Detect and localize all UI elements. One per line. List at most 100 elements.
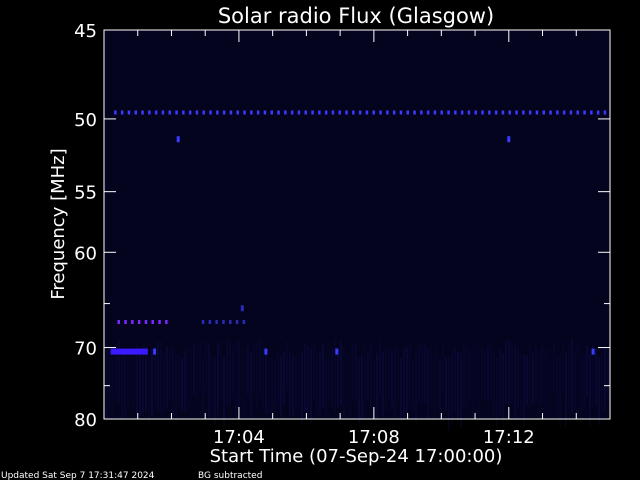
noise-stripe (406, 346, 408, 414)
noise-stripe (187, 345, 189, 411)
noise-stripe (160, 341, 162, 414)
noise-stripe (589, 353, 591, 427)
emission-dash (297, 110, 301, 115)
noise-stripe (541, 346, 543, 405)
emission-dash (358, 110, 362, 115)
noise-stripe (514, 345, 516, 419)
emission-dash (209, 110, 212, 115)
emission-dash (433, 110, 437, 115)
y-tick-label: 80 (74, 410, 97, 431)
noise-stripe (271, 357, 273, 415)
noise-stripe (421, 344, 423, 405)
noise-stripe (604, 346, 606, 411)
noise-stripe (439, 358, 441, 411)
noise-stripe (247, 346, 249, 397)
emission-dash (131, 320, 134, 324)
noise-stripe (352, 343, 354, 400)
emission-dash (562, 110, 566, 115)
noise-stripe (433, 351, 435, 423)
emission-dash (365, 110, 369, 115)
noise-stripe (598, 357, 600, 426)
noise-stripe (139, 348, 141, 417)
noise-stripe (154, 347, 156, 403)
noise-stripe (478, 345, 480, 418)
noise-stripe (349, 350, 351, 417)
noise-stripe (193, 344, 195, 395)
emission-dash (127, 110, 131, 115)
updated-timestamp: Updated Sat Sep 7 17:31:47 2024 (1, 471, 155, 480)
noise-stripe (457, 351, 459, 422)
emission-dash (117, 320, 120, 324)
noise-stripe (424, 343, 426, 403)
x-tick-label: 17:12 (483, 427, 535, 448)
emission-dot (240, 305, 244, 312)
emission-dash (201, 320, 205, 324)
noise-stripe (238, 340, 240, 405)
noise-stripe (361, 355, 363, 419)
emission-dash (603, 110, 607, 115)
noise-stripe (520, 354, 522, 419)
noise-stripe (556, 353, 558, 412)
emission-dash (352, 110, 355, 115)
noise-stripe (358, 358, 360, 423)
noise-stripe (199, 341, 201, 391)
y-tick-label: 50 (74, 110, 97, 131)
emission-dash (331, 110, 335, 115)
noise-stripe (562, 339, 564, 395)
noise-stripe (268, 357, 270, 415)
noise-stripe (574, 350, 576, 410)
noise-stripe (445, 356, 447, 412)
noise-stripe (286, 340, 288, 391)
noise-stripe (115, 344, 117, 400)
emission-dash (596, 110, 600, 115)
noise-stripe (211, 353, 213, 410)
emission-dash (413, 110, 416, 115)
noise-stripe (337, 348, 339, 409)
noise-stripe (412, 358, 414, 413)
noise-stripe (250, 352, 252, 420)
emission-dash (460, 110, 464, 115)
noise-stripe (532, 353, 534, 406)
noise-stripe (484, 349, 486, 402)
noise-stripe (274, 358, 276, 411)
noise-stripe (232, 345, 234, 400)
noise-stripe (487, 346, 489, 402)
x-tick-label: 17:04 (213, 427, 265, 448)
emission-dash (420, 110, 423, 115)
noise-stripe (568, 342, 570, 410)
noise-stripe (565, 352, 567, 426)
noise-stripe (451, 351, 453, 424)
noise-stripe (259, 339, 261, 399)
noise-stripe (391, 349, 393, 411)
emission-dash (447, 110, 450, 115)
noise-stripe (331, 347, 333, 409)
emission-dash (168, 110, 171, 115)
noise-stripe (124, 349, 126, 419)
emission-dash (535, 110, 539, 115)
emission-dot (153, 348, 157, 355)
noise-stripe (385, 350, 387, 410)
plot-area (104, 30, 610, 419)
emission-dash (284, 110, 287, 115)
noise-stripe (571, 339, 573, 413)
noise-stripe (112, 356, 114, 416)
noise-stripe (265, 349, 267, 414)
noise-stripe (325, 357, 327, 417)
noise-stripe (277, 349, 279, 406)
noise-stripe (592, 345, 594, 407)
noise-stripe (256, 340, 258, 410)
noise-stripe (346, 353, 348, 407)
plot-frame (103, 29, 611, 420)
noise-stripe (172, 348, 174, 416)
noise-stripe (397, 346, 399, 398)
emission-dash (590, 110, 593, 115)
emission-dash (467, 110, 471, 115)
emission-dash (263, 110, 267, 115)
emission-dash (345, 110, 348, 115)
emission-dash (528, 110, 532, 115)
emission-dash (175, 110, 178, 115)
emission-dash (569, 110, 573, 115)
noise-stripe (178, 354, 180, 407)
emission-dash (338, 110, 341, 115)
